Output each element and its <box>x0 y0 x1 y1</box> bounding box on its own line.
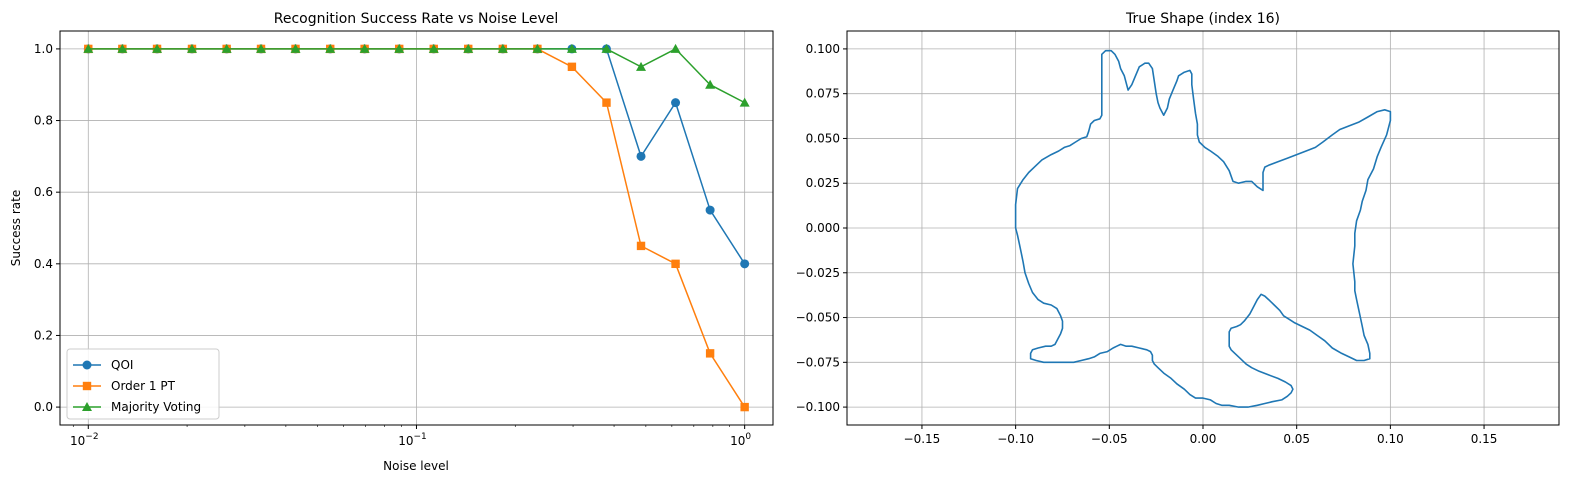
data-point <box>221 43 232 53</box>
data-point <box>152 43 163 53</box>
left-x-tick-exponent: −1 <box>413 432 426 442</box>
data-point <box>83 43 94 53</box>
right-y-tick-label: −0.100 <box>796 400 840 414</box>
right-grid <box>847 31 1559 425</box>
data-point <box>671 259 680 269</box>
true-shape-chart: True Shape (index 16) −0.15 −0.10 −0.05 0.0… <box>796 11 1560 446</box>
data-point <box>671 98 681 108</box>
data-point <box>532 43 543 53</box>
right-x-tick-label: 0.00 <box>1190 432 1217 446</box>
right-x-tick-label: −0.15 <box>904 432 941 446</box>
right-y-tick-label: −0.075 <box>796 355 840 369</box>
right-y-tick-label: 0.050 <box>806 131 840 145</box>
right-x-tick-label: 0.05 <box>1283 432 1310 446</box>
right-y-tick-label: 0.025 <box>806 176 840 190</box>
data-point <box>705 205 715 215</box>
data-point <box>636 151 646 161</box>
left-x-tick-base: 10 <box>730 434 745 448</box>
left-y-tick-label: 0.4 <box>34 257 53 271</box>
left-y-tick-label: 1.0 <box>34 42 53 56</box>
legend-item: QOI <box>73 358 133 372</box>
left-x-tick-label: 10−2 <box>70 432 99 448</box>
left-ticks: 0.00.20.40.60.81.010−2 10−1 100 <box>34 42 752 448</box>
legend-label: Order 1 PT <box>111 379 176 393</box>
success-rate-chart: Recognition Success Rate vs Noise Level … <box>9 11 774 473</box>
data-point <box>740 259 750 269</box>
legend-item: Majority Voting <box>73 400 201 414</box>
data-point <box>705 349 715 358</box>
data-point <box>739 97 750 107</box>
legend-label: QOI <box>111 358 133 372</box>
right-series-group <box>1014 49 1392 408</box>
right-x-tick-label: −0.05 <box>1091 432 1128 446</box>
data-point <box>186 43 197 53</box>
right-x-tick-label: 0.10 <box>1377 432 1404 446</box>
series-line <box>88 47 746 104</box>
left-y-axis-label: Success rate <box>9 190 23 267</box>
left-x-tick-exponent: −2 <box>85 432 98 442</box>
data-point <box>670 43 681 53</box>
left-x-tick-base: 10 <box>398 434 413 448</box>
left-x-tick-exponent: 0 <box>745 432 751 442</box>
legend-label: Majority Voting <box>111 400 201 414</box>
legend-marker <box>82 381 92 391</box>
data-point <box>394 43 405 53</box>
left-x-tick-base: 10 <box>70 434 85 448</box>
right-chart-title: True Shape (index 16) <box>1125 11 1280 27</box>
legend: QOI Order 1 PT Majority Voting <box>66 348 220 420</box>
right-x-tick-label: 0.15 <box>1471 432 1498 446</box>
right-y-tick-label: −0.025 <box>796 266 840 280</box>
data-point <box>117 43 128 53</box>
data-point <box>636 241 646 251</box>
legend-marker <box>82 360 92 370</box>
data-point <box>740 402 749 412</box>
data-point <box>497 43 508 53</box>
data-point <box>601 43 612 53</box>
left-x-tick-label: 10−1 <box>398 432 427 448</box>
right-x-tick-label: −0.10 <box>997 432 1034 446</box>
left-y-tick-label: 0.6 <box>34 185 53 199</box>
data-point <box>567 62 577 72</box>
left-series-group <box>83 43 750 412</box>
legend-marker <box>82 402 92 411</box>
left-y-tick-label: 0.0 <box>34 400 53 414</box>
left-x-axis-label: Noise level <box>383 459 449 473</box>
left-y-tick-label: 0.2 <box>34 328 53 342</box>
data-point <box>359 43 370 53</box>
data-point <box>325 43 336 53</box>
left-chart-title: Recognition Success Rate vs Noise Level <box>274 11 559 27</box>
left-y-tick-label: 0.8 <box>34 114 53 128</box>
right-y-tick-label: −0.050 <box>796 311 840 325</box>
data-point <box>256 43 267 53</box>
right-y-tick-label: 0.000 <box>806 221 840 235</box>
right-ticks: −0.15 −0.10 −0.05 0.00 0.05 0.10 0.15 −0.100 −0.… <box>796 42 1498 446</box>
data-point <box>566 43 577 53</box>
right-y-tick-label: 0.075 <box>806 87 840 101</box>
right-y-tick-label: 0.100 <box>806 42 840 56</box>
data-point <box>428 43 439 53</box>
data-point <box>290 43 301 53</box>
shape-outline <box>1014 49 1392 408</box>
legend-item: Order 1 PT <box>73 379 176 393</box>
data-point <box>705 79 716 89</box>
data-point <box>463 43 474 53</box>
data-point <box>636 61 647 71</box>
left-x-tick-label: 100 <box>730 432 751 448</box>
data-point <box>602 98 611 107</box>
series-majority-voting <box>83 43 750 107</box>
legend-box <box>66 348 220 420</box>
